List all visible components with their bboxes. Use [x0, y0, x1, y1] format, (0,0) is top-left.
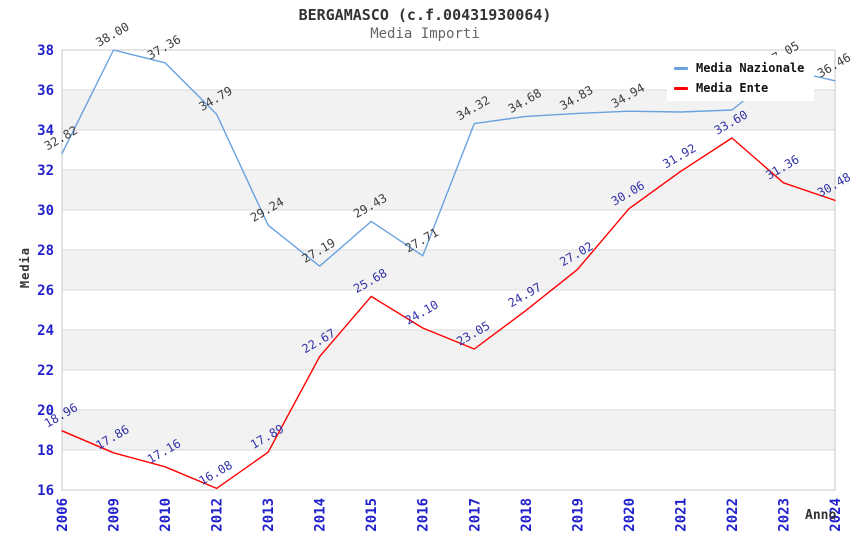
legend-item-media-ente: Media Ente	[674, 81, 804, 95]
data-label: 37.36	[145, 32, 183, 62]
y-tick-label: 30	[37, 203, 54, 219]
x-tick-label: 2020	[622, 498, 638, 532]
x-tick-label: 2023	[776, 498, 792, 532]
band	[62, 410, 835, 450]
legend-swatch-nazionale-icon	[674, 66, 688, 70]
x-tick-label: 2014	[313, 498, 329, 532]
series-line-0	[61, 49, 836, 267]
x-tick-label: 2024	[828, 498, 844, 532]
x-tick-label: 2013	[261, 498, 277, 532]
x-tick-label: 2017	[467, 498, 483, 532]
x-tick-label: 2006	[55, 498, 71, 532]
x-tick-label: 2016	[416, 498, 432, 532]
data-label: 16.08	[196, 458, 234, 488]
x-tick-label: 2018	[519, 498, 535, 532]
x-tick-label: 2021	[673, 498, 689, 532]
chart-subtitle: Media Importi	[370, 26, 480, 42]
y-tick-label: 26	[37, 283, 54, 299]
legend-label-ente: Media Ente	[696, 81, 769, 95]
series-line-1	[61, 137, 836, 490]
legend-swatch-ente-icon	[674, 86, 688, 90]
legend-label-nazionale: Media Nazionale	[696, 61, 805, 75]
x-tick-label: 2019	[570, 498, 586, 532]
plot-border	[61, 49, 836, 491]
chart-title: BERGAMASCO (c.f.00431930064)	[298, 6, 552, 24]
x-tick-label: 2015	[364, 498, 380, 532]
band	[62, 330, 835, 370]
y-tick-label: 38	[37, 43, 54, 59]
data-label: 24.10	[403, 297, 441, 327]
x-tick-label: 2012	[210, 498, 226, 532]
x-tick-label: 2022	[725, 498, 741, 532]
y-tick-label: 34	[37, 123, 54, 139]
legend-item-media-nazionale: Media Nazionale	[674, 61, 804, 75]
data-label: 31.92	[660, 141, 698, 171]
x-tick-label: 2009	[107, 498, 123, 532]
x-axis-title: Anno	[805, 508, 837, 523]
data-label: 38.00	[93, 19, 131, 49]
y-tick-label: 32	[37, 163, 54, 179]
legend: Media Nazionale Media Ente	[667, 55, 815, 101]
y-axis-title: Media	[18, 247, 32, 289]
y-tick-label: 16	[37, 483, 54, 499]
y-tick-label: 28	[37, 243, 54, 259]
y-tick-label: 18	[37, 443, 54, 459]
data-label: 36.46	[815, 50, 850, 80]
y-tick-label: 20	[37, 403, 54, 419]
y-tick-label: 36	[37, 83, 54, 99]
band	[62, 250, 835, 290]
x-tick-label: 2010	[158, 498, 174, 532]
y-tick-label: 22	[37, 363, 54, 379]
y-tick-label: 24	[37, 323, 54, 339]
